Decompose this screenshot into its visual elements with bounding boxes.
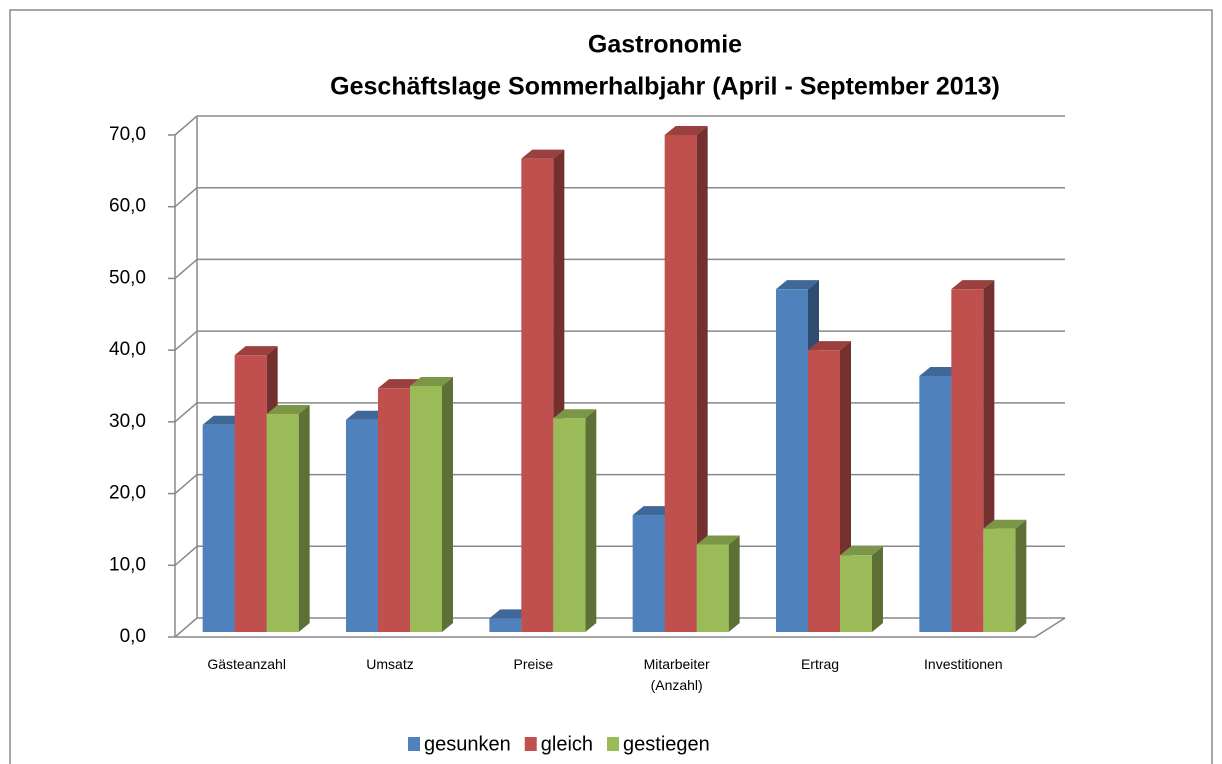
- grid-line: [174, 187, 198, 208]
- grid-line: [174, 474, 198, 495]
- chart-subtitle: Geschäftslage Sommerhalbjahr (April - Se…: [330, 73, 1000, 101]
- x-tick-label: Preise: [513, 656, 554, 672]
- bar: [808, 350, 840, 632]
- bar: [521, 158, 554, 632]
- y-tick-label: 20,0: [109, 483, 146, 504]
- floor: [175, 617, 1066, 638]
- bar: [664, 135, 697, 632]
- y-tick-label: 30,0: [109, 411, 146, 432]
- grid-line: [174, 617, 198, 638]
- bar: [266, 413, 299, 632]
- bar-top: [664, 126, 708, 135]
- bar: [951, 289, 984, 632]
- bar-side: [728, 535, 740, 632]
- chart-title: Gastronomie: [588, 31, 742, 59]
- grid-line: [174, 545, 198, 566]
- bar-top: [808, 341, 851, 351]
- grid-line: [174, 402, 198, 423]
- bar-top: [696, 535, 740, 545]
- bar-top: [234, 346, 278, 356]
- bar: [489, 618, 522, 632]
- bar-top: [840, 546, 883, 556]
- y-tick-label: 70,0: [109, 124, 146, 145]
- bar: [202, 424, 235, 632]
- grid-line: [174, 115, 198, 136]
- y-tick-label: 10,0: [109, 554, 146, 575]
- bar-top: [521, 149, 565, 159]
- bar-top: [410, 377, 453, 386]
- bar-side: [1015, 519, 1027, 632]
- x-tick-label: Gästeanzahl: [207, 656, 286, 672]
- legend-swatch: [524, 737, 537, 751]
- legend-label: gleich: [541, 733, 593, 755]
- bar: [378, 388, 410, 632]
- y-tick-label: 60,0: [109, 196, 146, 217]
- y-tick-label: 50,0: [109, 267, 146, 288]
- bar: [632, 515, 665, 632]
- x-tick-label: Umsatz: [366, 656, 414, 672]
- bar-side: [696, 126, 708, 632]
- bar-top: [951, 280, 995, 290]
- x-tick-label: Mitarbeiter (Anzahl): [643, 656, 710, 693]
- bar: [696, 544, 729, 632]
- chart-frame: [9, 9, 1213, 764]
- bar-side: [298, 404, 310, 632]
- y-tick-label: 40,0: [109, 339, 146, 360]
- x-tick-label: Ertrag: [800, 656, 840, 672]
- bar-top: [776, 280, 819, 290]
- bar: [776, 289, 808, 632]
- bar: [234, 355, 267, 632]
- x-tick-label: Investitionen: [924, 656, 1003, 672]
- bar: [553, 418, 586, 632]
- legend-swatch: [607, 737, 620, 751]
- bar: [410, 386, 442, 632]
- bar: [983, 528, 1016, 632]
- bar: [840, 555, 872, 632]
- bar: [346, 419, 378, 632]
- grid-line: [174, 330, 198, 351]
- grid-line: [174, 258, 198, 279]
- bar-top: [266, 404, 310, 414]
- bar: [919, 375, 952, 632]
- legend-swatch: [408, 737, 420, 751]
- legend-label: gestiegen: [623, 733, 710, 755]
- y-tick-label: 0,0: [120, 626, 146, 647]
- bar-top: [983, 519, 1027, 529]
- legend-label: gesunken: [424, 733, 511, 755]
- bar-side: [872, 546, 883, 632]
- bar-side: [442, 377, 453, 632]
- bar-side: [585, 409, 597, 632]
- bar-top: [553, 409, 597, 419]
